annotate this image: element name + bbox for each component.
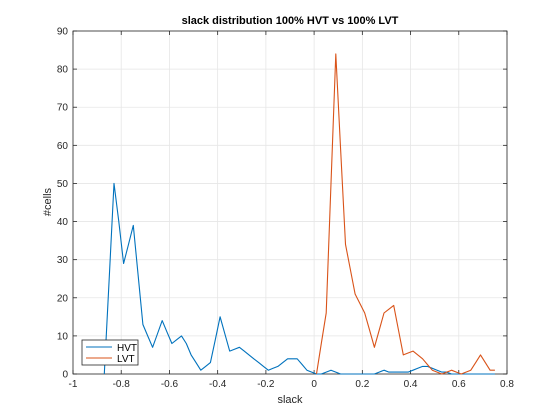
y-tick-label: 80: [57, 65, 69, 76]
series-line-lvt: [315, 53, 495, 375]
data-series: [103, 53, 495, 375]
y-axis-title: #cells: [42, 187, 54, 216]
y-tick-label: 60: [57, 141, 69, 152]
x-tick-label: -0.4: [209, 379, 227, 390]
y-tick-label: 0: [62, 370, 68, 381]
plot-area-frame: [72, 30, 508, 375]
x-tick-label: -0.6: [161, 379, 179, 390]
x-tick-label: 0.2: [355, 379, 369, 390]
x-axis-title: slack: [277, 394, 303, 406]
y-tick-label: 10: [57, 331, 69, 342]
y-tick-label: 40: [57, 217, 69, 228]
axis-ticks: -1 -0.8 -0.6 -0.4 -0.2 0 0.2 0.4 0.6 0.8 0 10 20 30 40…: [57, 27, 515, 391]
x-tick-label: 0.8: [500, 379, 514, 390]
y-tick-label: 30: [57, 255, 69, 266]
legend-label-lvt: LVT: [117, 354, 135, 365]
chart-title: slack distribution 100% HVT vs 100% LVT: [182, 15, 399, 27]
x-tick-label: 0.6: [452, 379, 466, 390]
x-tick-label: -1: [69, 379, 78, 390]
y-tick-label: 20: [57, 293, 69, 304]
legend-label-hvt: HVT: [117, 343, 137, 354]
y-tick-label: 90: [57, 27, 69, 38]
x-tick-label: 0: [311, 379, 317, 390]
y-tick-label: 50: [57, 179, 69, 190]
legend-box: [81, 339, 139, 366]
x-tick-label: -0.8: [113, 379, 131, 390]
x-tick-label: -0.2: [257, 379, 275, 390]
y-tick-label: 70: [57, 103, 69, 114]
x-tick-label: 0.4: [404, 379, 418, 390]
legend: HVT LVT: [81, 339, 139, 366]
